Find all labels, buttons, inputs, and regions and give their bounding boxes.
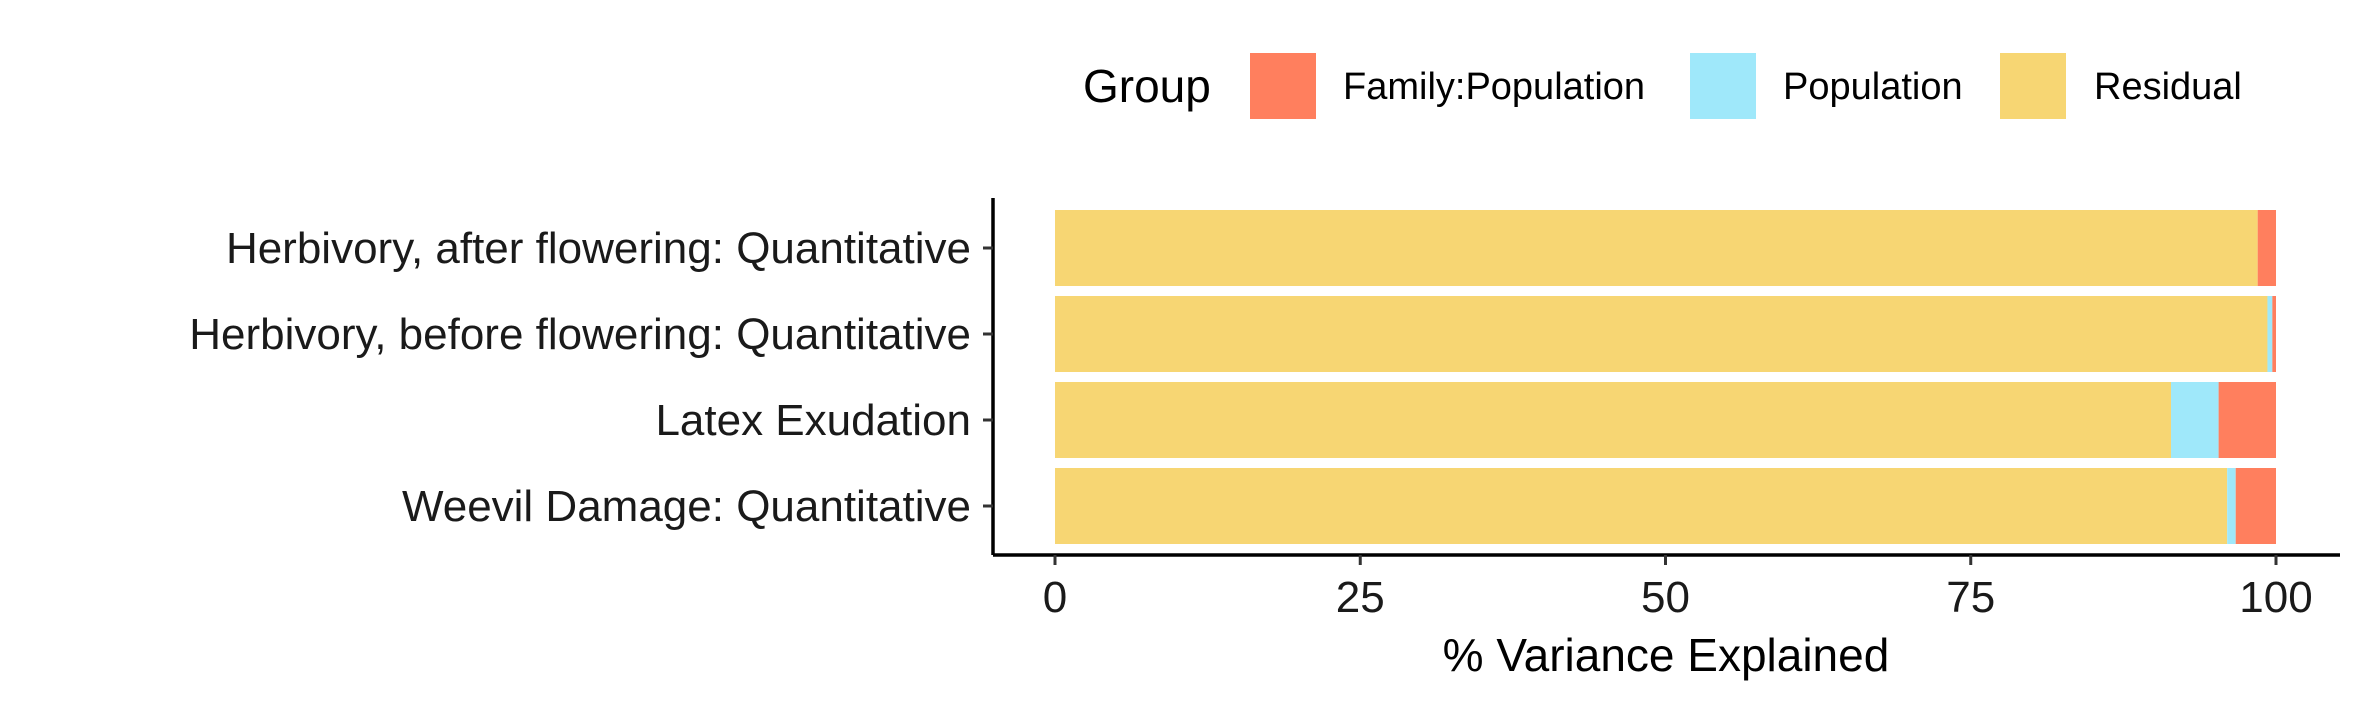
y-tick-label: Weevil Damage: Quantitative	[402, 482, 971, 531]
bar-segment-family-population	[2272, 296, 2276, 372]
x-tick-label: 0	[1043, 573, 1067, 622]
x-tick-label: 25	[1336, 573, 1385, 622]
bars	[1055, 210, 2276, 544]
bar-segment-population	[2267, 296, 2273, 372]
bar-segment-family-population	[2257, 210, 2276, 286]
legend-label: Residual	[2094, 66, 2242, 108]
bar-segment-residual	[1055, 210, 2258, 286]
legend: Group Family:Population Population Residua…	[1083, 53, 2242, 119]
bar-segment-family-population	[2235, 468, 2276, 544]
x-tick-label: 75	[1946, 573, 1995, 622]
legend-key	[2000, 53, 2066, 119]
y-tick-label: Herbivory, after flowering: Quantitative	[226, 224, 971, 273]
bar-segment-residual	[1055, 468, 2228, 544]
bar-segment-residual	[1055, 296, 2268, 372]
x-tick-label: 100	[2239, 573, 2312, 622]
legend-key	[1250, 53, 1316, 119]
bar-segment-residual	[1055, 382, 2171, 458]
legend-label: Family:Population	[1343, 66, 1645, 108]
bar-segment-population	[2170, 382, 2219, 458]
y-tick-label: Herbivory, before flowering: Quantitativ…	[189, 310, 971, 359]
legend-key	[1690, 53, 1756, 119]
bar-segment-family-population	[2218, 382, 2276, 458]
x-axis-title: % Variance Explained	[1443, 629, 1890, 681]
y-axis: Herbivory, after flowering: Quantitative…	[189, 198, 995, 555]
bar-segment-population	[2227, 468, 2236, 544]
legend-label: Population	[1783, 66, 1963, 108]
x-tick-label: 50	[1641, 573, 1690, 622]
x-axis: 0 25 50 75 100	[993, 553, 2340, 622]
legend-title: Group	[1083, 60, 1211, 112]
y-tick-label: Latex Exudation	[655, 396, 971, 445]
